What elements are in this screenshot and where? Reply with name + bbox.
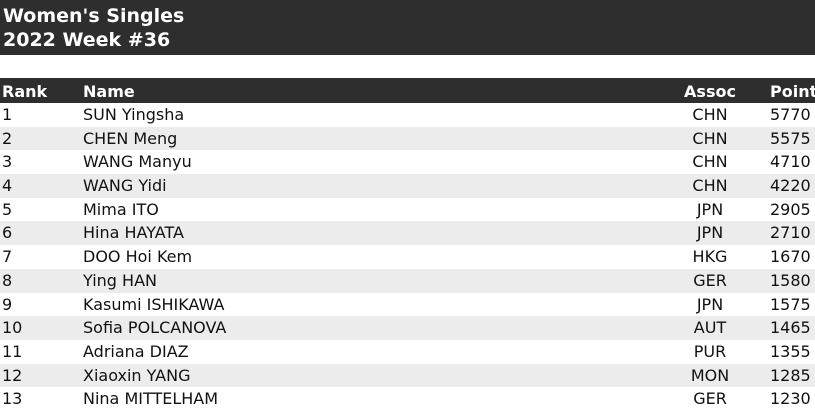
rank-cell: 5 (2, 199, 13, 219)
table-row: 13 Nina MITTELHAM GER 1230 (0, 387, 815, 411)
points-cell: 1355 (770, 341, 811, 361)
assoc-cell: PUR (693, 341, 727, 361)
assoc-cell: JPN (696, 223, 724, 243)
rank-cell: 8 (2, 270, 13, 290)
name-cell: Sofia POLCANOVA (83, 318, 227, 338)
rank-cell: 6 (2, 223, 13, 243)
rank-cell: 10 (2, 318, 23, 338)
name-cell: Adriana DIAZ (83, 341, 189, 361)
points-cell: 5575 (770, 128, 811, 148)
points-cell: 1580 (770, 270, 811, 290)
name-cell: Mima ITO (83, 199, 159, 219)
table-row: 3 WANG Manyu CHN 4710 (0, 150, 815, 174)
table-row: 4 WANG Yidi CHN 4220 (0, 174, 815, 198)
points-cell: 1575 (770, 294, 811, 314)
assoc-cell: GER (693, 270, 727, 290)
header-row: Rank Name Assoc Points (0, 78, 815, 103)
rank-cell: 9 (2, 294, 13, 314)
ranking-table: Rank Name Assoc Points 1 SUN Yingsha CHN 5770 2 C… (0, 78, 815, 411)
rank-cell: 3 (2, 152, 13, 172)
table-row: 6 Hina HAYATA JPN 2710 (0, 221, 815, 246)
table-row: 8 Ying HAN GER 1580 (0, 268, 815, 293)
name-cell: WANG Manyu (83, 152, 192, 172)
table-row: 2 CHEN Meng CHN 5575 (0, 126, 815, 151)
points-cell: 1670 (770, 247, 811, 267)
title: Women's Singles (3, 5, 185, 27)
assoc-cell: MON (690, 365, 730, 385)
table-row: 9 Kasumi ISHIKAWA JPN 1575 (0, 293, 815, 317)
points-cell: 4220 (770, 176, 811, 196)
points-cell: 5770 (770, 105, 811, 124)
name-cell: Kasumi ISHIKAWA (83, 294, 225, 314)
subtitle: 2022 Week #36 (3, 29, 171, 51)
name-cell: DOO Hoi Kem (83, 247, 193, 267)
name-cell: SUN Yingsha (83, 105, 185, 124)
name-cell: Nina MITTELHAM (83, 389, 219, 409)
points-cell: 4710 (770, 152, 811, 172)
points-cell: 1465 (770, 318, 811, 338)
points-cell: 1230 (770, 389, 811, 409)
column-header: Assoc (684, 82, 736, 101)
table-row: 5 Mima ITO JPN 2905 (0, 198, 815, 222)
rank-cell: 1 (2, 105, 13, 124)
name-cell: WANG Yidi (83, 176, 167, 196)
assoc-cell: JPN (696, 294, 724, 314)
rank-cell: 2 (2, 128, 13, 148)
assoc-cell: HKG (692, 247, 728, 267)
assoc-cell: CHN (692, 128, 728, 148)
name-cell: Ying HAN (83, 270, 157, 290)
rank-cell: 11 (2, 341, 23, 361)
table-row: 12 Xiaoxin YANG MON 1285 (0, 363, 815, 388)
table-row: 11 Adriana DIAZ PUR 1355 (0, 340, 815, 364)
column-header: Rank (2, 82, 48, 101)
points-cell: 1285 (770, 365, 811, 385)
name-cell: Xiaoxin YANG (83, 365, 191, 385)
assoc-cell: CHN (692, 176, 728, 196)
points-cell: 2710 (770, 223, 811, 243)
name-cell: CHEN Meng (83, 128, 178, 148)
rank-cell: 4 (2, 176, 13, 196)
assoc-cell: CHN (692, 152, 728, 172)
table-row: 10 Sofia POLCANOVA AUT 1465 (0, 316, 815, 340)
table-row: 1 SUN Yingsha CHN 5770 (0, 103, 815, 127)
column-header: Points (770, 82, 815, 101)
table-row: 7 DOO Hoi Kem HKG 1670 (0, 245, 815, 269)
rank-cell: 12 (2, 365, 23, 385)
assoc-cell: GER (693, 389, 727, 409)
assoc-cell: CHN (692, 105, 728, 124)
rank-cell: 13 (2, 389, 23, 409)
assoc-cell: AUT (693, 318, 727, 338)
title-bar: Women's Singles 2022 Week #36 (0, 0, 815, 55)
rank-cell: 7 (2, 247, 13, 267)
column-header: Name (83, 82, 135, 101)
points-cell: 2905 (770, 199, 811, 219)
name-cell: Hina HAYATA (83, 223, 184, 243)
assoc-cell: JPN (696, 199, 724, 219)
